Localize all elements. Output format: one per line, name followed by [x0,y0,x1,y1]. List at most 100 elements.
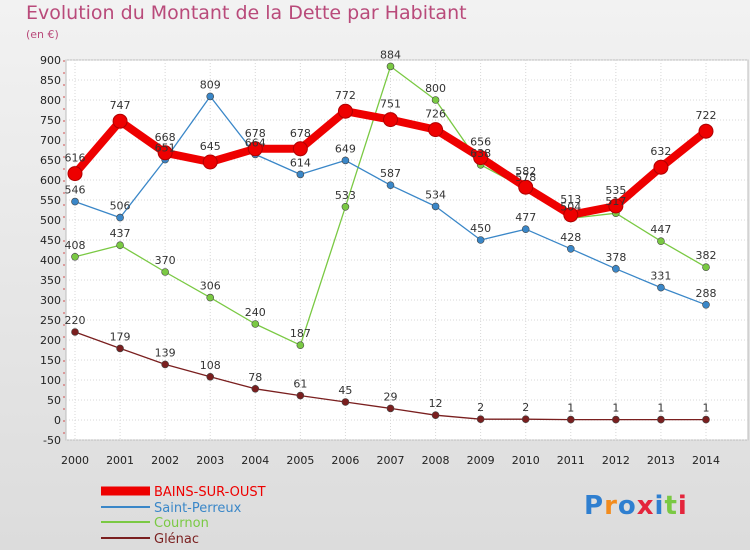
data-label: 578 [515,171,536,184]
y-tick-label: 450 [40,234,61,247]
data-label: 645 [200,140,221,153]
data-point [386,404,395,413]
data-label: 45 [338,384,352,397]
data-label: 382 [696,249,717,262]
data-point [521,225,530,233]
y-tick-label: 300 [40,294,61,307]
data-point [473,150,489,166]
data-label: 78 [248,371,262,384]
data-point [428,122,444,138]
y-tick-label: 550 [40,194,61,207]
x-tick-label: 2008 [422,454,450,467]
data-point [247,141,263,157]
legend-label: BAINS-SUR-OUST [154,485,266,500]
data-label: 535 [605,184,626,197]
data-label: 678 [245,127,266,140]
data-label: 582 [515,165,536,178]
data-point [157,145,173,161]
data-label: 546 [65,184,86,197]
data-point [251,320,260,328]
data-label: 1 [612,402,619,415]
data-label: 678 [290,127,311,140]
data-label: 2 [522,401,529,414]
data-label: 664 [245,136,266,149]
data-point [566,415,575,424]
x-tick-label: 2010 [512,454,540,467]
data-point [431,202,440,211]
data-label: 533 [335,189,356,202]
x-tick-label: 2002 [151,454,179,467]
y-tick-label: 50 [47,394,61,407]
data-label: 437 [110,227,131,240]
data-point [608,198,624,214]
data-label: 517 [605,195,626,208]
data-point [292,141,308,157]
data-label: 1 [703,402,710,415]
data-label: 306 [200,280,221,293]
data-point [612,264,620,273]
data-point [657,283,665,292]
y-tick-label: 600 [40,174,61,187]
data-point [71,328,79,336]
data-label: 477 [515,211,536,224]
data-point [337,103,353,119]
x-tick-label: 2000 [61,454,89,467]
data-label: 751 [380,98,401,111]
data-point [206,372,215,381]
data-point [71,252,79,261]
x-tick-label: 2013 [647,454,675,467]
data-label: 747 [110,99,131,112]
data-label: 772 [335,89,356,102]
y-tick-label: -50 [43,434,61,447]
y-tick-label: 200 [40,334,61,347]
data-label: 614 [290,156,311,169]
y-tick-label: 250 [40,314,61,327]
data-point [653,159,669,175]
y-tick-label: 400 [40,254,61,267]
data-point [657,415,665,424]
data-point [202,154,218,170]
data-point [386,181,395,189]
data-label: 632 [650,145,671,158]
data-point [161,360,169,369]
data-point [476,236,485,244]
data-label: 800 [425,82,446,95]
data-label: 722 [696,109,717,122]
y-tick-label: 650 [40,154,61,167]
x-tick-label: 2012 [602,454,630,467]
data-label: 179 [110,330,131,343]
data-point [116,213,124,222]
y-tick-label: 500 [40,214,61,227]
data-label: 187 [290,327,311,340]
data-point [341,203,350,211]
data-point [116,344,124,353]
data-point [612,415,620,424]
data-point [206,293,215,302]
data-point [386,62,395,71]
data-label: 447 [650,223,671,236]
data-point [296,391,305,400]
x-tick-label: 2004 [241,454,269,467]
x-tick-label: 2014 [692,454,720,467]
data-label: 809 [200,78,221,91]
data-point [702,263,710,272]
x-tick-label: 2001 [106,454,134,467]
y-tick-label: 150 [40,354,61,367]
data-point [657,237,665,245]
y-tick-label: 850 [40,74,61,87]
y-tick-label: 0 [54,414,61,427]
y-tick-label: 750 [40,114,61,127]
data-point [383,112,398,128]
data-point [698,123,714,139]
data-label: 139 [155,346,176,359]
data-point [521,415,530,424]
legend-label: Saint-Perreux [154,501,242,516]
data-point [251,384,260,393]
data-label: 450 [470,222,491,235]
plot-area [65,59,749,441]
y-tick-label: 700 [40,134,61,147]
data-point [112,113,128,129]
data-point [161,268,169,276]
data-label: 331 [650,270,671,283]
